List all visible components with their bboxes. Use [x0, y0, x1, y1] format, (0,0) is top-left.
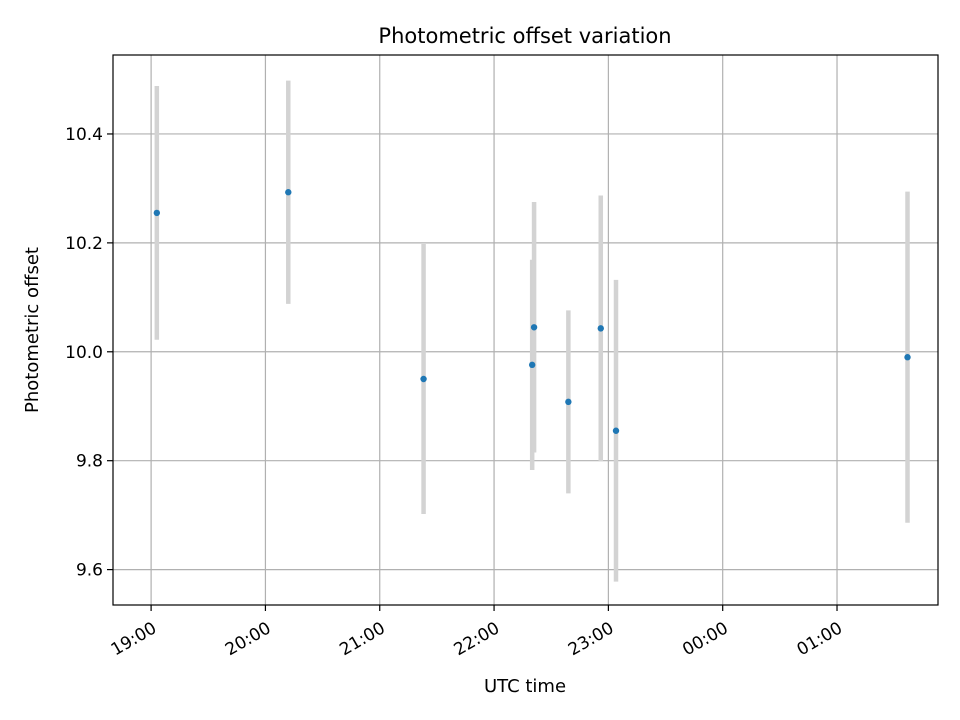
- y-tick-label: 9.6: [76, 561, 103, 581]
- data-point: [530, 324, 538, 331]
- data-point: [420, 375, 427, 383]
- data-point: [285, 189, 292, 196]
- grid: [113, 55, 938, 605]
- y-axis-ticks: 9.6 9.8 10.0 10.2 10.4: [65, 125, 113, 581]
- data-point: [904, 354, 911, 361]
- y-tick-label: 10.4: [65, 125, 103, 145]
- data-point: [612, 427, 620, 434]
- data-point: [153, 209, 161, 217]
- y-tick-label: 9.8: [76, 452, 103, 472]
- plot-frame: [112, 54, 939, 606]
- x-axis-label: UTC time: [484, 676, 566, 697]
- y-axis-label: Photometric offset: [22, 247, 43, 413]
- y-tick-label: 10.2: [65, 234, 103, 254]
- chart-title: Photometric offset variation: [378, 24, 671, 48]
- data-point: [528, 361, 536, 369]
- y-tick-label: 10.0: [65, 343, 103, 363]
- data-point: [597, 325, 604, 332]
- data-point: [565, 398, 572, 406]
- data-points: [153, 189, 911, 434]
